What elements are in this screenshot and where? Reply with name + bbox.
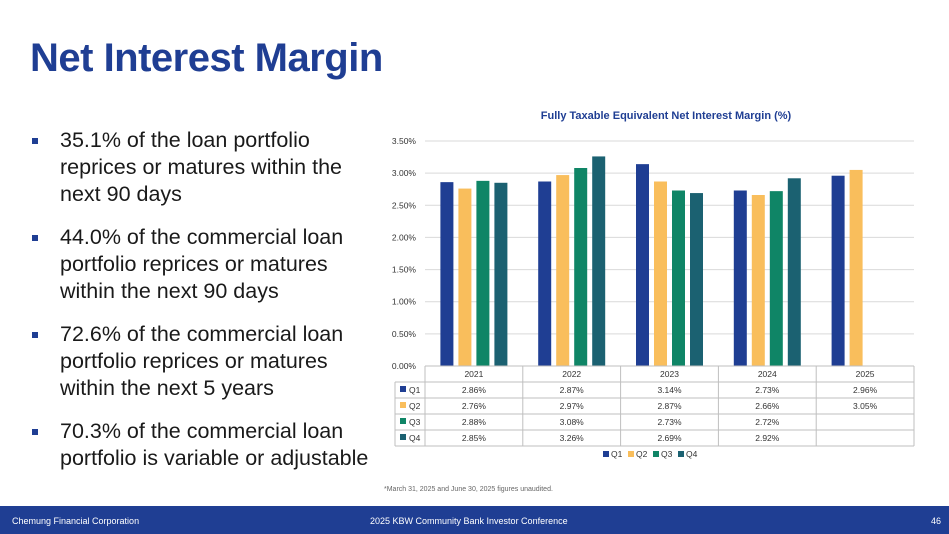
chart-title: Fully Taxable Equivalent Net Interest Ma… [540, 110, 792, 122]
data-label: 2.66% [755, 401, 780, 411]
legend-label: Q3 [661, 449, 673, 459]
footer-event: 2025 KBW Community Bank Investor Confere… [370, 516, 568, 526]
y-tick-label: 2.50% [392, 200, 417, 210]
bullet-text: 35.1% of the loan portfolio reprices or … [60, 128, 342, 206]
x-tick-label: 2024 [758, 369, 777, 379]
bar-q1-2025 [831, 175, 845, 366]
bar-q3-2022 [574, 168, 588, 366]
data-label: 2.72% [755, 417, 780, 427]
y-tick-label: 2.00% [392, 232, 417, 242]
legend-swatch-q4 [678, 451, 684, 457]
bar-q2-2023 [654, 181, 667, 366]
x-tick-label: 2022 [562, 369, 581, 379]
bar-q2-2022 [556, 175, 570, 366]
bullet-square-icon [32, 235, 38, 241]
bullet-text: 70.3% of the commercial loan portfolio i… [60, 419, 369, 470]
footnote: *March 31, 2025 and June 30, 2025 figure… [384, 486, 553, 493]
bar-q2-2021 [458, 188, 472, 366]
x-tick-label: 2021 [464, 369, 483, 379]
bullet-text: 72.6% of the commercial loan portfolio r… [60, 322, 344, 400]
table-legend-key-q4 [400, 434, 406, 440]
data-label: 2.92% [755, 433, 780, 443]
page-number: 46 [930, 516, 941, 526]
bullet-item: 70.3% of the commercial loan portfolio i… [32, 418, 377, 472]
data-label: 2.73% [657, 417, 682, 427]
x-tick-label: 2025 [856, 369, 875, 379]
data-label: 2.87% [657, 401, 682, 411]
bullet-text: 44.0% of the commercial loan portfolio r… [60, 225, 344, 303]
footer-bar: Chemung Financial Corporation 2025 KBW C… [0, 506, 949, 534]
bar-q3-2023 [672, 190, 685, 366]
data-label: 3.08% [560, 417, 585, 427]
x-tick-label: 2023 [660, 369, 679, 379]
table-series-label: Q3 [409, 417, 421, 427]
table-legend-key-q3 [400, 418, 406, 424]
bar-q4-2024 [787, 178, 801, 366]
bullet-item: 35.1% of the loan portfolio reprices or … [32, 127, 377, 208]
bar-q1-2023 [636, 164, 649, 366]
table-legend-key-q1 [400, 386, 406, 392]
data-label: 3.26% [560, 433, 585, 443]
legend-label: Q4 [686, 449, 698, 459]
y-tick-label: 0.00% [392, 361, 417, 371]
bullet-square-icon [32, 138, 38, 144]
data-label: 2.73% [755, 385, 780, 395]
data-label: 2.88% [462, 417, 487, 427]
bar-q3-2021 [476, 180, 490, 366]
legend-swatch-q1 [603, 451, 609, 457]
data-label: 2.97% [560, 401, 585, 411]
table-series-label: Q1 [409, 385, 421, 395]
table-legend-key-q2 [400, 402, 406, 408]
legend-label: Q1 [611, 449, 623, 459]
legend-swatch-q2 [628, 451, 634, 457]
bullet-square-icon [32, 429, 38, 435]
bar-q4-2021 [494, 182, 508, 366]
data-label: 2.86% [462, 385, 487, 395]
y-tick-label: 1.00% [392, 297, 417, 307]
bar-q1-2021 [440, 182, 454, 366]
table-series-label: Q2 [409, 401, 421, 411]
data-label: 2.76% [462, 401, 487, 411]
data-label: 2.96% [853, 385, 878, 395]
bar-q4-2022 [592, 156, 606, 366]
nim-chart: 0.00% 0.50% 1.00% 1.50% 2.00% 2.50% 3.00% 3.50%… [392, 136, 915, 459]
data-label: 3.14% [657, 385, 682, 395]
bullet-square-icon [32, 332, 38, 338]
y-tick-label: 0.50% [392, 329, 417, 339]
y-tick-label: 3.00% [392, 168, 417, 178]
bar-q1-2024 [733, 190, 747, 366]
bullet-list: 35.1% of the loan portfolio reprices or … [32, 127, 377, 488]
y-tick-label: 1.50% [392, 265, 417, 275]
page-title: Net Interest Margin [30, 36, 383, 80]
legend-label: Q2 [636, 449, 648, 459]
data-label: 2.69% [657, 433, 682, 443]
bullet-item: 72.6% of the commercial loan portfolio r… [32, 321, 377, 402]
bar-q2-2025 [849, 169, 863, 366]
legend-swatch-q3 [653, 451, 659, 457]
data-label: 2.85% [462, 433, 487, 443]
bar-q4-2023 [690, 193, 703, 366]
bar-q1-2022 [538, 181, 552, 366]
footer-company: Chemung Financial Corporation [12, 516, 140, 526]
bar-q3-2024 [769, 191, 783, 366]
data-label: 3.05% [853, 401, 878, 411]
bullet-item: 44.0% of the commercial loan portfolio r… [32, 224, 377, 305]
y-tick-label: 3.50% [392, 136, 417, 146]
table-series-label: Q4 [409, 433, 421, 443]
bar-q2-2024 [751, 195, 765, 366]
data-label: 2.87% [560, 385, 585, 395]
